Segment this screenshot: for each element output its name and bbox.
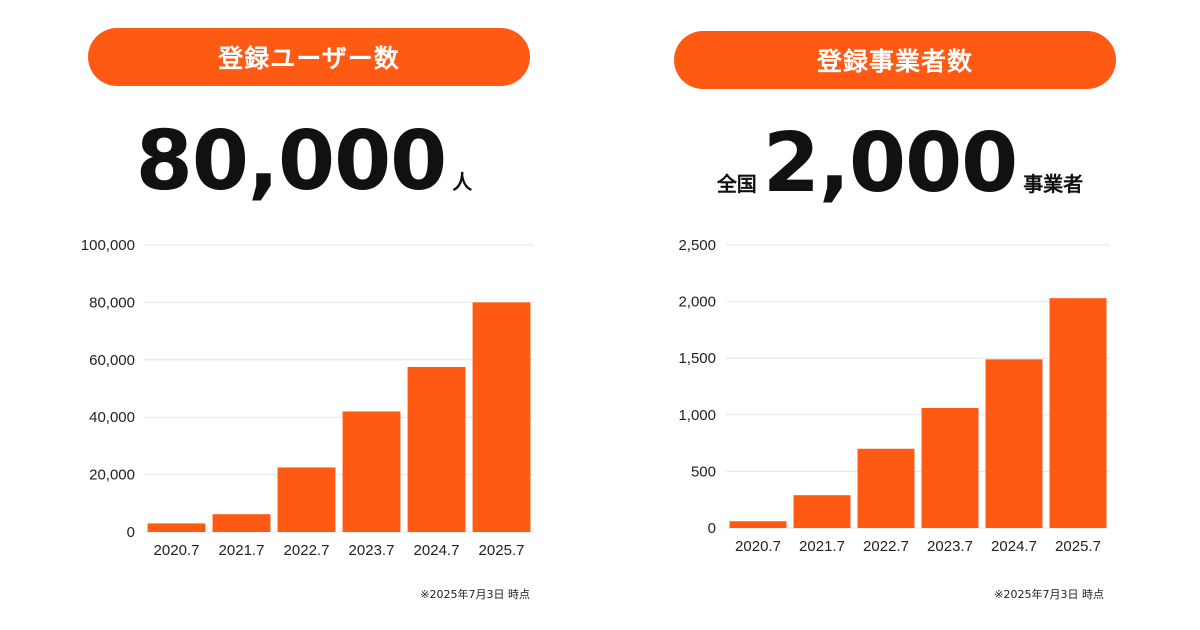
user-chart-bar — [277, 467, 336, 532]
user-count-unit: 人 — [452, 170, 473, 194]
business-count-header-label: 登録事業者数 — [816, 47, 973, 76]
business-count-header-pill: 登録事業者数 — [674, 31, 1116, 89]
user-chart-x-category-label: 2022.7 — [284, 542, 330, 559]
user-chart-x-category-label: 2025.7 — [479, 542, 525, 559]
business-chart-y-tick-label: 0 — [708, 520, 716, 537]
business-chart-x-category-label: 2025.7 — [1055, 538, 1101, 555]
user-count-number: 80,000 — [135, 114, 447, 209]
business-chart-x-category-label: 2020.7 — [735, 538, 781, 555]
user-chart-y-tick-label: 60,000 — [89, 352, 135, 369]
business-chart-x-category-label: 2022.7 — [863, 538, 909, 555]
business-count-note: ※2025年7月3日 時点 — [994, 588, 1104, 601]
business-chart-bar — [793, 495, 851, 528]
business-count-number: 2,000 — [762, 116, 1018, 211]
business-chart-bar — [857, 448, 915, 528]
business-count-headline: 全国 2,000 事業者 — [600, 114, 1200, 214]
user-chart-bar — [147, 523, 206, 532]
user-chart-y-tick-label: 100,000 — [81, 237, 135, 254]
user-count-header-pill: 登録ユーザー数 — [88, 28, 530, 86]
user-chart-bar — [472, 302, 531, 532]
user-chart-bar — [407, 366, 466, 532]
user-chart-y-tick-label: 0 — [127, 524, 135, 541]
business-count-bar-chart: 0 500 1,000 1,500 2,000 2,500 2020.7 2021.7 2022… — [678, 237, 1110, 555]
user-count-headline: 80,000 人 — [0, 112, 604, 212]
user-chart-x-category-label: 2023.7 — [349, 542, 395, 559]
business-count-unit: 事業者 — [1023, 172, 1084, 196]
user-chart-y-tick-label: 40,000 — [89, 409, 135, 426]
business-chart-bar — [729, 521, 787, 528]
business-chart-y-tick-label: 1,000 — [678, 407, 716, 424]
business-count-panel: 登録事業者数 全国 2,000 事業者 0 500 1,000 1,500 2,000 2… — [600, 0, 1200, 630]
user-count-panel: 登録ユーザー数 80,000 人 0 20,000 40,000 60,000 80,0… — [81, 28, 534, 601]
business-count-prefix: 全国 — [716, 172, 757, 196]
business-chart-x-category-label: 2023.7 — [927, 538, 973, 555]
business-chart-bar — [921, 408, 979, 528]
user-chart-bar — [342, 411, 401, 532]
business-chart-y-tick-label: 2,000 — [678, 294, 716, 311]
business-chart-x-category-label: 2024.7 — [991, 538, 1037, 555]
business-chart-y-tick-label: 1,500 — [678, 350, 716, 367]
user-chart-x-category-label: 2020.7 — [154, 542, 200, 559]
business-chart-bar — [985, 359, 1043, 528]
user-chart-x-category-label: 2021.7 — [219, 542, 265, 559]
user-chart-x-category-label: 2024.7 — [414, 542, 460, 559]
user-count-note: ※2025年7月3日 時点 — [420, 588, 530, 601]
business-chart-x-category-label: 2021.7 — [799, 538, 845, 555]
business-chart-bar — [1049, 298, 1107, 528]
user-chart-y-tick-label: 80,000 — [89, 294, 135, 311]
user-count-bar-chart: 0 20,000 40,000 60,000 80,000 100,000 2020.7 20… — [81, 237, 534, 559]
user-count-header-label: 登録ユーザー数 — [218, 44, 400, 73]
user-chart-y-tick-label: 20,000 — [89, 467, 135, 484]
business-chart-y-tick-label: 2,500 — [678, 237, 716, 254]
user-chart-bar — [212, 514, 271, 532]
business-chart-y-tick-label: 500 — [691, 463, 716, 480]
